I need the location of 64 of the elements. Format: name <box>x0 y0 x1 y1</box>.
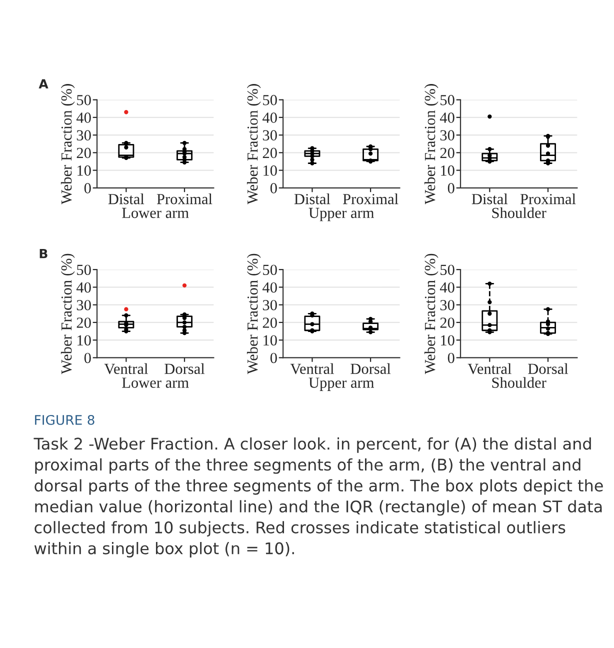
x-axis-title: Lower arm <box>122 208 189 218</box>
x-tick-label: Proximal <box>156 193 212 204</box>
y-axis-title: Weber Fraction (%) <box>424 254 438 374</box>
x-axis-title: Shoulder <box>492 207 546 218</box>
y-tick-label: 30 <box>440 300 454 310</box>
y-tick-label: 40 <box>262 282 277 293</box>
y-axis-title: Weber Fraction (%) <box>60 254 75 374</box>
y-tick-label: 40 <box>76 282 91 293</box>
y-tick-label: 0 <box>448 183 454 194</box>
x-axis-title: Upper arm <box>308 378 374 391</box>
y-axis-title: Weber Fraction (%) <box>246 254 261 374</box>
y-tick-label: 50 <box>77 264 91 276</box>
y-tick-label: 10 <box>264 335 277 346</box>
x-tick-label: Ventral <box>290 363 334 374</box>
x-tick-label: Dorsal <box>350 363 391 374</box>
y-tick-label: 50 <box>440 264 454 276</box>
y-tick-label: 0 <box>448 352 454 364</box>
x-axis-title: Shoulder <box>492 377 546 388</box>
x-tick-label: Distal <box>108 193 144 204</box>
text: FIGURE 8 <box>35 414 94 425</box>
y-tick-label: 30 <box>76 130 91 140</box>
text: Task 2 -Weber Fraction. A closer look. in percent, for (A) the distal and proximal parts of the three segments of the arm, (B) the ventral and dorsal parts of the three segments of the arm. The box plots depict the median value (horizontal line) and the IQR (rectangle) of mean ST data collected from 10 subjects. Red crosses indicate statistical outliers within a single box plot (n = 10). <box>34 437 603 558</box>
y-axis-title: Weber Fraction (%) <box>246 84 261 204</box>
y-tick-label: 20 <box>440 148 454 158</box>
x-tick-label: Proximal <box>342 193 398 204</box>
y-tick-label: 40 <box>440 282 454 293</box>
y-tick-label: 20 <box>76 318 91 328</box>
y-tick-label: 20 <box>262 318 277 328</box>
y-tick-label: 0 <box>270 352 277 364</box>
y-tick-label: 20 <box>76 148 91 158</box>
text: A <box>38 79 48 88</box>
y-tick-label: 50 <box>263 264 277 276</box>
y-tick-label: 0 <box>84 183 91 194</box>
x-tick-label: Ventral <box>468 363 512 374</box>
y-tick-label: 30 <box>440 130 454 140</box>
x-tick-label: Dorsal <box>528 363 568 374</box>
y-tick-label: 30 <box>262 300 277 310</box>
x-tick-label: Proximal <box>520 193 576 204</box>
x-axis-title: Upper arm <box>308 208 374 222</box>
y-tick-label: 20 <box>262 148 277 158</box>
x-tick-label: Ventral <box>104 363 148 374</box>
x-tick-label: Distal <box>472 193 508 204</box>
x-axis-title: Lower arm <box>122 378 189 388</box>
y-tick-label: 10 <box>264 165 277 176</box>
x-tick-label: Dorsal <box>164 363 205 374</box>
y-axis-title: Weber Fraction (%) <box>424 84 438 204</box>
y-tick-label: 10 <box>441 335 454 346</box>
y-tick-label: 50 <box>440 94 454 106</box>
y-tick-label: 0 <box>270 183 277 194</box>
y-tick-label: 10 <box>441 165 454 176</box>
y-tick-label: 30 <box>76 300 91 310</box>
y-tick-label: 40 <box>262 112 277 123</box>
y-tick-label: 50 <box>263 94 277 106</box>
y-tick-label: 50 <box>77 94 91 106</box>
y-tick-label: 20 <box>440 318 454 328</box>
y-tick-label: 10 <box>78 165 91 176</box>
x-tick-label: Distal <box>294 193 330 204</box>
y-tick-label: 40 <box>440 112 454 123</box>
y-tick-label: 30 <box>262 130 277 140</box>
y-tick-label: 40 <box>76 112 91 123</box>
y-axis-title: Weber Fraction (%) <box>60 84 75 204</box>
text: B <box>40 249 48 258</box>
y-tick-label: 0 <box>84 352 91 364</box>
y-tick-label: 10 <box>78 335 91 346</box>
